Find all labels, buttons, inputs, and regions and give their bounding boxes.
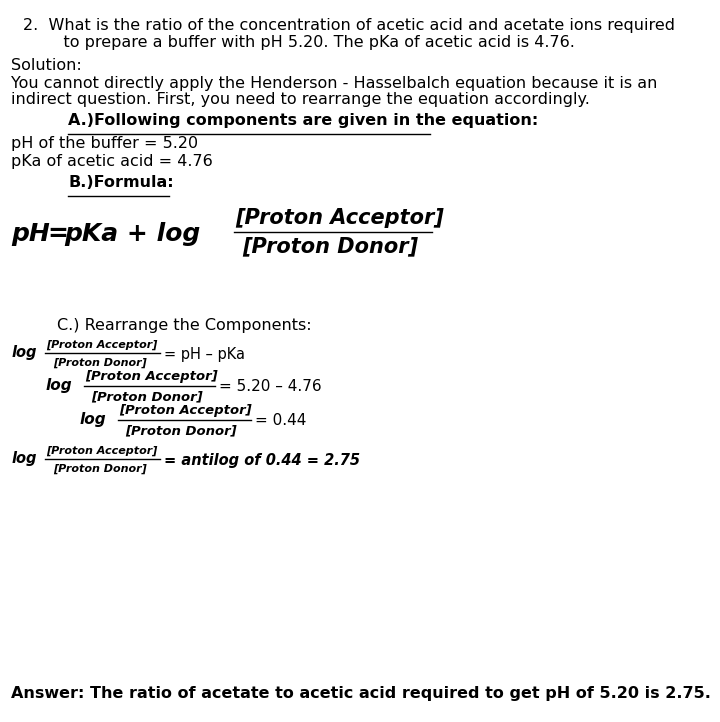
- Text: log: log: [12, 451, 37, 466]
- Text: 2.  What is the ratio of the concentration of acetic acid and acetate ions requi: 2. What is the ratio of the concentratio…: [22, 18, 675, 33]
- Text: [Proton Acceptor]: [Proton Acceptor]: [85, 370, 217, 383]
- Text: to prepare a buffer with pH 5.20. The pKa of acetic acid is 4.76.: to prepare a buffer with pH 5.20. The pK…: [42, 35, 575, 50]
- Text: Solution:: Solution:: [12, 58, 82, 73]
- Text: [Proton Donor]: [Proton Donor]: [91, 391, 203, 404]
- Text: You cannot directly apply the Henderson - Hasselbalch equation because it is an: You cannot directly apply the Henderson …: [12, 76, 657, 91]
- Text: = pH – pKa: = pH – pKa: [164, 347, 246, 362]
- Text: log: log: [12, 345, 37, 360]
- Text: B.)Formula:: B.)Formula:: [68, 175, 174, 191]
- Text: = antilog of 0.44 = 2.75: = antilog of 0.44 = 2.75: [164, 453, 361, 469]
- Text: A.)Following components are given in the equation:: A.)Following components are given in the…: [68, 113, 539, 129]
- Text: indirect question. First, you need to rearrange the equation accordingly.: indirect question. First, you need to re…: [12, 92, 590, 108]
- Text: pH of the buffer = 5.20: pH of the buffer = 5.20: [12, 136, 199, 151]
- Text: = 5.20 – 4.76: = 5.20 – 4.76: [220, 379, 322, 394]
- Text: [Proton Acceptor]: [Proton Acceptor]: [47, 339, 158, 349]
- Text: [Proton Acceptor]: [Proton Acceptor]: [119, 404, 252, 417]
- Text: log: log: [79, 412, 106, 427]
- Text: [Proton Donor]: [Proton Donor]: [125, 425, 237, 438]
- Text: [Proton Donor]: [Proton Donor]: [53, 464, 147, 474]
- Text: [Proton Acceptor]: [Proton Acceptor]: [235, 208, 444, 228]
- Text: log: log: [45, 378, 72, 393]
- Text: Answer: The ratio of acetate to acetic acid required to get pH of 5.20 is 2.75.: Answer: The ratio of acetate to acetic a…: [12, 686, 711, 701]
- Text: [Proton Donor]: [Proton Donor]: [53, 357, 147, 367]
- Text: pKa + log: pKa + log: [64, 222, 200, 246]
- Text: pH: pH: [12, 222, 50, 246]
- Text: C.) Rearrange the Components:: C.) Rearrange the Components:: [57, 318, 311, 333]
- Text: = 0.44: = 0.44: [255, 413, 306, 428]
- Text: [Proton Donor]: [Proton Donor]: [243, 237, 418, 257]
- Text: =: =: [47, 222, 68, 246]
- Text: [Proton Acceptor]: [Proton Acceptor]: [47, 445, 158, 456]
- Text: pKa of acetic acid = 4.76: pKa of acetic acid = 4.76: [12, 154, 213, 169]
